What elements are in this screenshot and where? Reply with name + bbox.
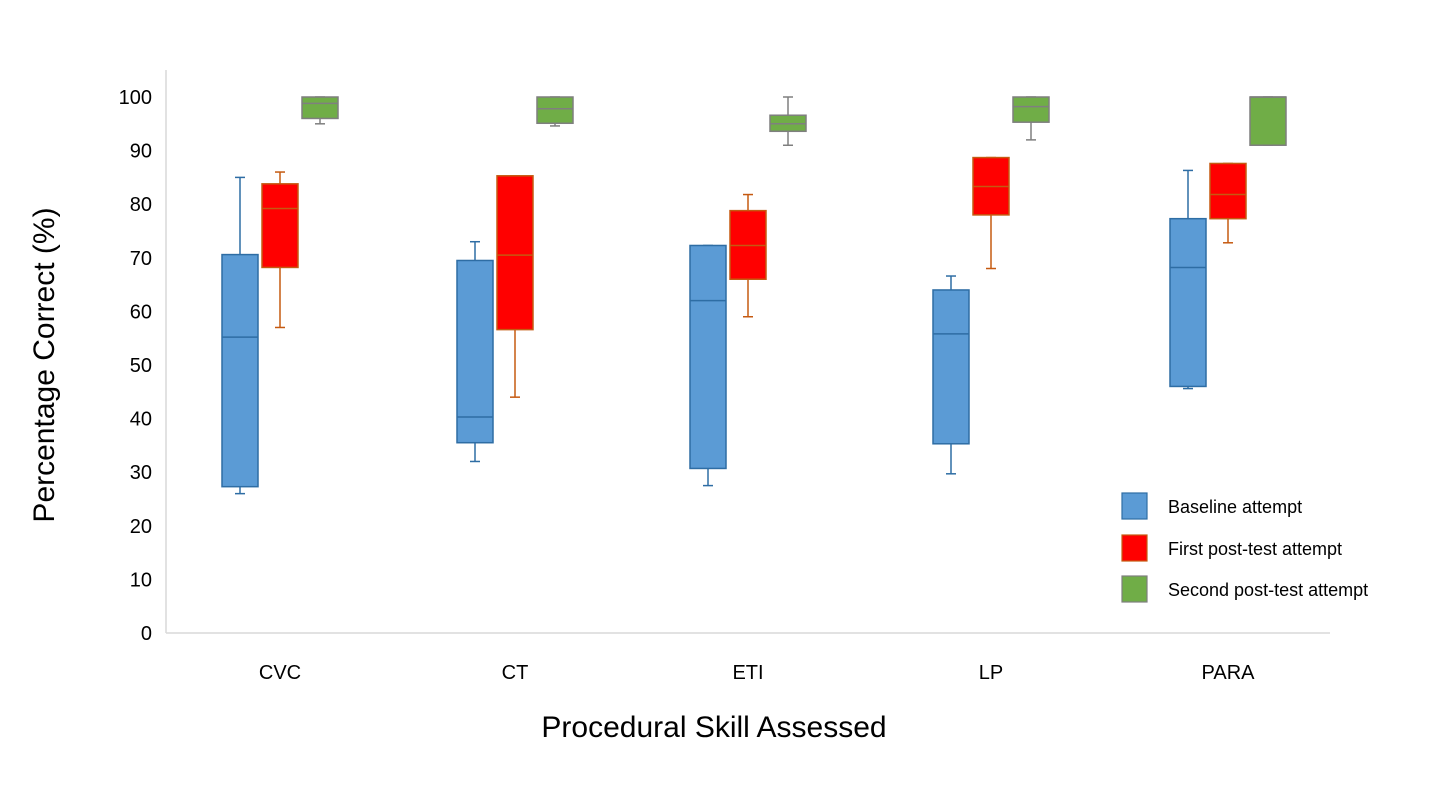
box-para bbox=[1169, 169, 1207, 390]
box-eti bbox=[769, 96, 807, 146]
box-cvc bbox=[301, 96, 339, 125]
iqr-box bbox=[456, 259, 494, 444]
iqr-box bbox=[301, 96, 339, 120]
y-tick-label: 60 bbox=[130, 301, 152, 323]
series-2 bbox=[261, 156, 1247, 398]
y-tick-label: 50 bbox=[130, 355, 152, 377]
iqr-box bbox=[261, 183, 299, 269]
x-axis-title: Procedural Skill Assessed bbox=[541, 711, 886, 744]
iqr-box bbox=[496, 175, 534, 331]
x-category-label: PARA bbox=[1202, 662, 1256, 684]
iqr-box bbox=[221, 253, 259, 488]
box-ct bbox=[456, 240, 494, 463]
legend-swatch bbox=[1121, 534, 1148, 562]
box-cvc bbox=[261, 171, 299, 329]
y-tick-label: 10 bbox=[130, 569, 152, 591]
y-tick-label: 30 bbox=[130, 462, 152, 484]
y-tick-label: 0 bbox=[141, 623, 152, 645]
legend-swatch bbox=[1121, 575, 1148, 603]
box-lp bbox=[972, 156, 1010, 270]
box-eti bbox=[689, 244, 727, 487]
y-tick-label: 40 bbox=[130, 409, 152, 431]
legend-label: Second post-test attempt bbox=[1168, 580, 1368, 600]
legend-label: First post-test attempt bbox=[1168, 539, 1342, 559]
series-1 bbox=[221, 169, 1207, 495]
x-category-labels: CVC CT ETI LP PARA bbox=[259, 662, 1255, 684]
x-category-label: CVC bbox=[259, 662, 301, 684]
y-tick-label: 90 bbox=[130, 141, 152, 163]
y-tick-labels: 0 10 20 30 40 50 60 70 80 90 100 bbox=[119, 87, 152, 645]
legend-item: First post-test attempt bbox=[1121, 534, 1342, 562]
legend: Baseline attempt First post-test attempt S… bbox=[1121, 492, 1368, 603]
x-category-label: CT bbox=[502, 662, 529, 684]
y-tick-label: 20 bbox=[130, 516, 152, 538]
iqr-box bbox=[689, 244, 727, 470]
iqr-box bbox=[1209, 162, 1247, 220]
series-3 bbox=[301, 96, 1287, 146]
legend-item: Baseline attempt bbox=[1121, 492, 1302, 520]
box-lp bbox=[1012, 96, 1050, 141]
y-tick-label: 100 bbox=[119, 87, 152, 109]
box-cvc bbox=[221, 176, 259, 495]
box-ct bbox=[496, 175, 534, 398]
x-category-label: ETI bbox=[732, 662, 763, 684]
legend-item: Second post-test attempt bbox=[1121, 575, 1368, 603]
y-axis-title: Percentage Correct (%) bbox=[28, 207, 61, 522]
iqr-box bbox=[1249, 96, 1287, 146]
box-eti bbox=[729, 193, 767, 318]
iqr-box bbox=[1012, 96, 1050, 123]
iqr-box bbox=[1169, 217, 1207, 388]
x-category-label: LP bbox=[979, 662, 1003, 684]
iqr-box bbox=[932, 289, 970, 445]
box-ct bbox=[536, 96, 574, 127]
legend-label: Baseline attempt bbox=[1168, 497, 1302, 517]
y-tick-label: 70 bbox=[130, 248, 152, 270]
y-tick-label: 80 bbox=[130, 194, 152, 216]
box-series bbox=[221, 96, 1287, 495]
box-para bbox=[1209, 162, 1247, 244]
box-lp bbox=[932, 275, 970, 475]
legend-swatch bbox=[1121, 492, 1148, 520]
box-para bbox=[1249, 96, 1287, 146]
iqr-box bbox=[536, 96, 574, 125]
